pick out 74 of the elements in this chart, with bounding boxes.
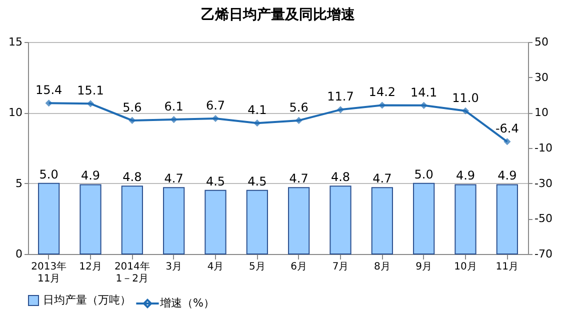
y2-tick-label: -10 bbox=[534, 142, 552, 154]
data-label: 5.0 bbox=[39, 167, 58, 182]
y-tick-label: 5 bbox=[16, 176, 22, 190]
point bbox=[212, 114, 220, 122]
legend-label: 日均产量（万吨） bbox=[43, 294, 131, 306]
data-label: 5.0 bbox=[414, 167, 434, 182]
x-tick-label: 4月 bbox=[207, 262, 224, 272]
data-label: 4.9 bbox=[456, 168, 476, 183]
data-label: 4.9 bbox=[80, 168, 100, 183]
point bbox=[378, 102, 386, 109]
bar bbox=[38, 182, 60, 254]
data-label: 4.7 bbox=[289, 172, 308, 186]
point bbox=[420, 102, 428, 109]
bar bbox=[288, 187, 310, 254]
legend-label: 增速（%） bbox=[159, 296, 214, 310]
bar bbox=[246, 190, 268, 254]
bar bbox=[371, 187, 393, 254]
y2-tick-label: 30 bbox=[534, 70, 548, 84]
point bbox=[45, 100, 52, 107]
bar bbox=[454, 184, 476, 254]
data-label: 15.4 bbox=[35, 83, 62, 98]
y-tick-label: 10 bbox=[8, 106, 22, 120]
data-label: 5.6 bbox=[122, 100, 142, 114]
x-tick-label: 7月 bbox=[332, 262, 349, 272]
point bbox=[336, 106, 344, 114]
point bbox=[170, 116, 178, 124]
x-tick-label: 9月 bbox=[416, 262, 432, 272]
data-label: 4.1 bbox=[248, 103, 267, 118]
data-label: 4.5 bbox=[248, 174, 267, 188]
data-label: 5.6 bbox=[289, 100, 308, 114]
data-label: 4.8 bbox=[330, 170, 350, 184]
data-label: 4.7 bbox=[372, 172, 392, 186]
x-tick-label: 11月 bbox=[496, 262, 519, 272]
chart-title: 乙烯日均产量及同比增速 bbox=[201, 6, 356, 23]
point bbox=[462, 107, 470, 114]
y-tick-label: 15 bbox=[8, 36, 22, 48]
data-label: 15.1 bbox=[77, 84, 104, 98]
x-tick-label: 5月 bbox=[248, 262, 266, 272]
y2-tick-label: -70 bbox=[534, 248, 552, 260]
y2-tick-label: 50 bbox=[534, 36, 548, 48]
x-tick-label: 8月 bbox=[374, 262, 390, 272]
x-tick-label: 2013年 11月 bbox=[31, 260, 67, 284]
x-tick-label: 10月 bbox=[454, 262, 477, 272]
x-tick-label: 3月 bbox=[166, 262, 182, 272]
point bbox=[128, 116, 136, 124]
data-label: 6.7 bbox=[206, 98, 226, 112]
bar bbox=[330, 186, 352, 254]
y2-tick-label: -50 bbox=[534, 212, 552, 226]
point bbox=[254, 120, 261, 127]
data-label: 11.0 bbox=[452, 90, 479, 105]
point bbox=[295, 116, 302, 124]
y-tick-label: 0 bbox=[16, 248, 22, 260]
bar bbox=[121, 186, 143, 254]
data-label: 14.2 bbox=[368, 85, 396, 100]
data-label: 4.9 bbox=[498, 168, 517, 183]
bar bbox=[413, 182, 435, 254]
data-label: 4.8 bbox=[122, 170, 142, 184]
data-label: 14.1 bbox=[410, 85, 438, 100]
data-label: 4.5 bbox=[206, 174, 226, 188]
bar bbox=[80, 184, 102, 254]
bar bbox=[204, 190, 226, 254]
y2-tick-label: 10 bbox=[534, 106, 548, 120]
data-label: 4.7 bbox=[164, 172, 184, 186]
x-tick-label: 2014年 1－2月 bbox=[114, 260, 150, 284]
x-tick-label: 6月 bbox=[290, 262, 308, 272]
x-tick-label: 12月 bbox=[79, 262, 102, 272]
point bbox=[86, 100, 94, 108]
data-label: 11.7 bbox=[327, 90, 354, 104]
data-label: 6.1 bbox=[164, 100, 184, 114]
point bbox=[504, 138, 511, 146]
bar bbox=[163, 187, 185, 254]
y2-tick-label: -30 bbox=[534, 176, 552, 190]
bar bbox=[496, 184, 518, 254]
data-label: -6.4 bbox=[495, 122, 519, 136]
